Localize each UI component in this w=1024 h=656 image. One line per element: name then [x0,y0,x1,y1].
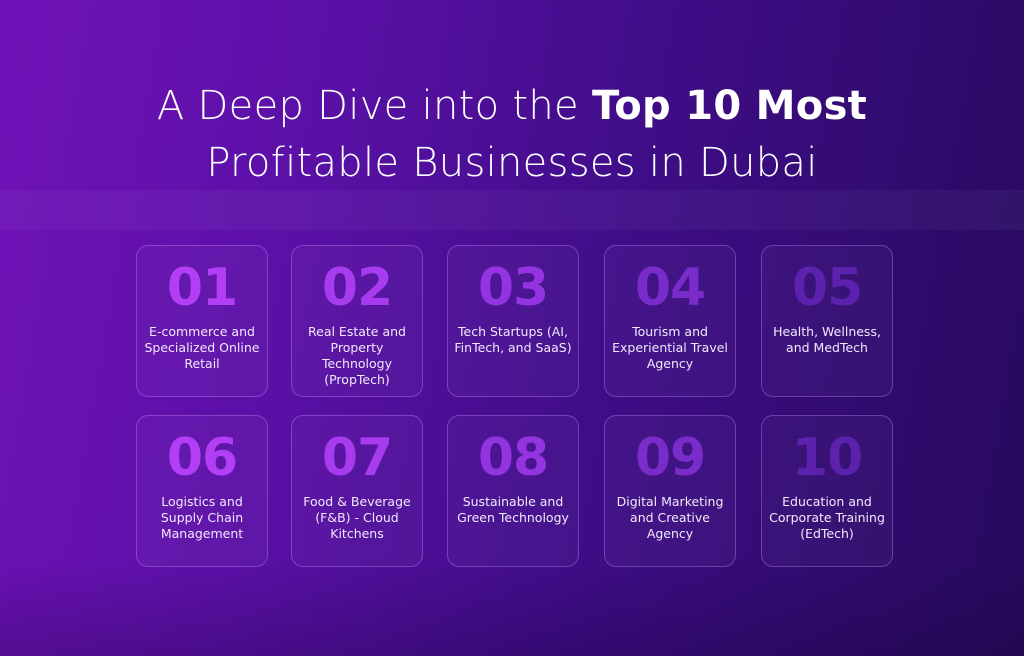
business-card: 04 Tourism and Experiential Travel Agency [604,245,736,397]
business-card: 01 E-commerce and Specialized Online Reta… [136,245,268,397]
page-title: A Deep Dive into the Top 10 Most Profita… [0,78,1024,192]
card-number: 01 [166,258,238,318]
card-label: Tech Startups (AI, FinTech, and SaaS) [454,324,572,355]
card-number: 03 [477,258,549,318]
business-card: 05 Health, Wellness, and MedTech [761,245,893,397]
business-card: 07 Food & Beverage (F&B) - Cloud Kitchens [291,415,423,567]
business-card: 03 Tech Startups (AI, FinTech, and SaaS) [447,245,579,397]
title-bold: Top 10 Most [591,83,868,129]
card-label: Education and Corporate Training (EdTech… [769,494,885,541]
business-card: 09 Digital Marketing and Creative Agency [604,415,736,567]
card-label: Sustainable and Green Technology [457,494,569,525]
card-label: Logistics and Supply Chain Management [160,494,244,541]
business-card: 06 Logistics and Supply Chain Management [136,415,268,567]
business-card: 10 Education and Corporate Training (EdTe… [761,415,893,567]
card-number: 05 [791,258,863,318]
card-label: Health, Wellness, and MedTech [773,324,881,355]
card-label: Tourism and Experiential Travel Agency [612,324,728,371]
card-label: Food & Beverage (F&B) - Cloud Kitchens [303,494,411,541]
card-label: E-commerce and Specialized Online Retail [144,324,260,371]
card-label: Real Estate and Property Technology (Pro… [308,324,406,387]
card-number: 08 [477,428,549,488]
business-card: 02 Real Estate and Property Technology (P… [291,245,423,397]
background-shade [0,560,1024,656]
card-label: Digital Marketing and Creative Agency [616,494,724,541]
card-number: 02 [321,258,393,318]
title-line2: Profitable Businesses in Dubai [206,140,818,186]
card-number: 09 [634,428,706,488]
background-haze [0,190,1024,230]
title-light: A Deep Dive into the [156,83,592,129]
card-number: 04 [634,258,706,318]
business-card: 08 Sustainable and Green Technology [447,415,579,567]
card-number: 07 [321,428,393,488]
card-number: 10 [791,428,863,488]
card-number: 06 [166,428,238,488]
